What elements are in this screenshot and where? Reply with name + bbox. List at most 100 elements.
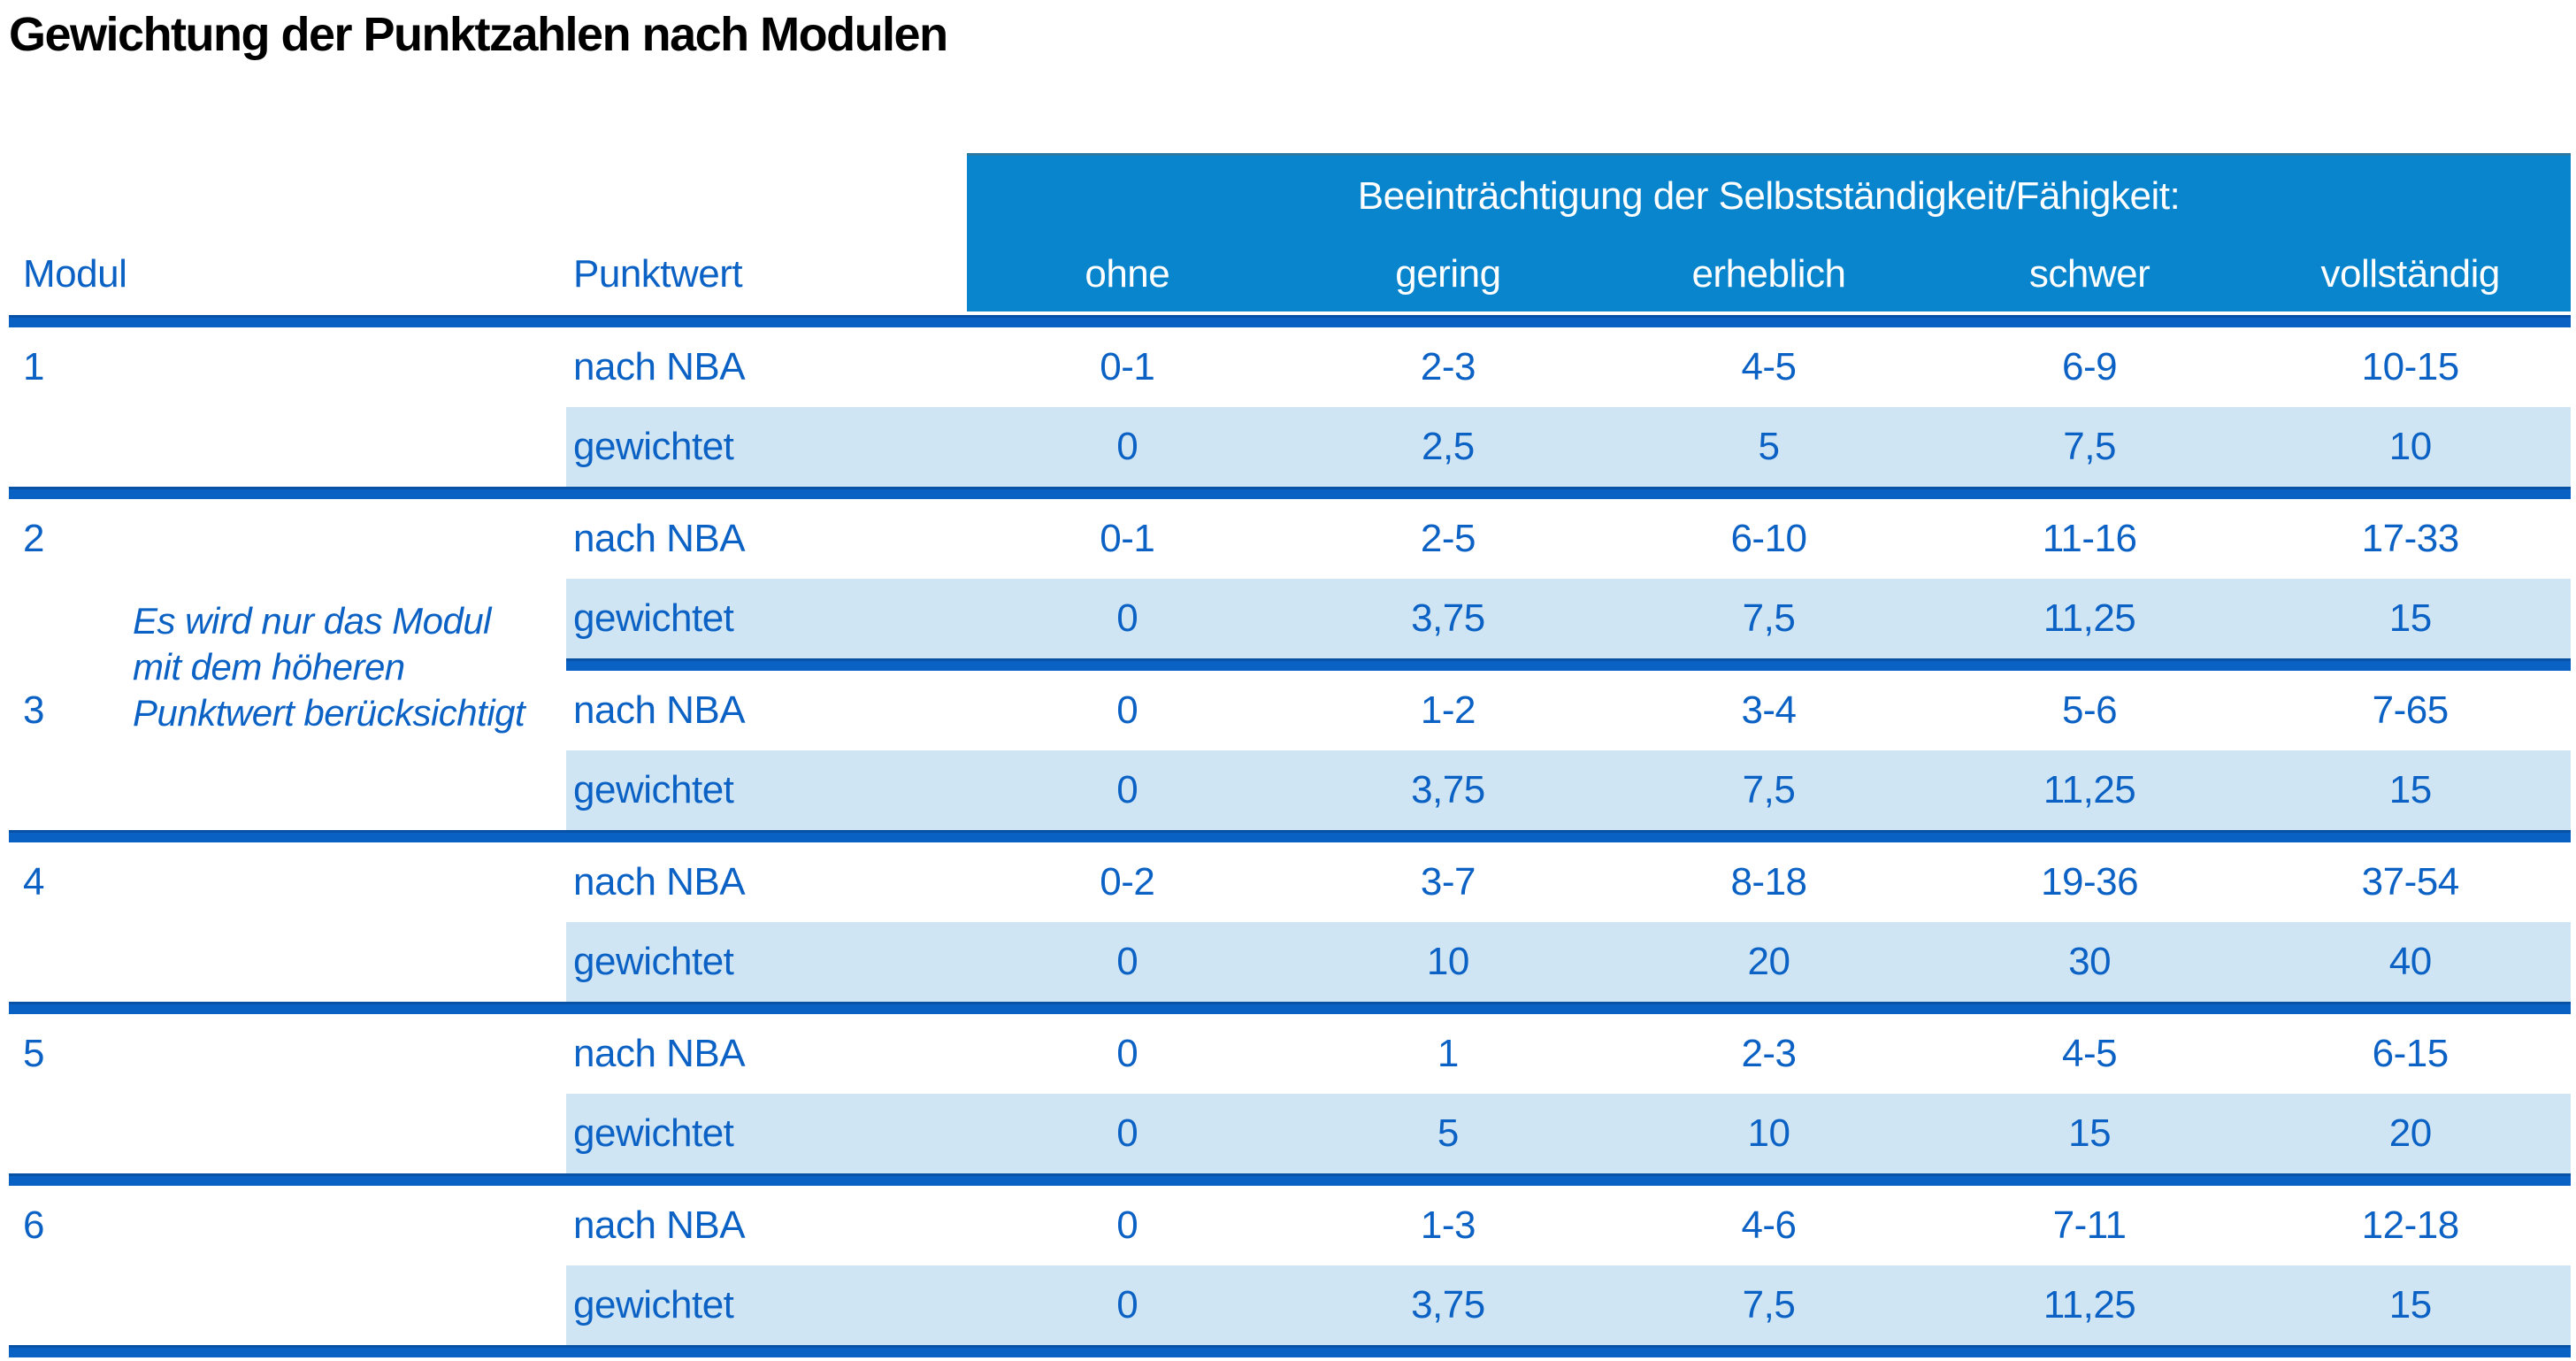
score-cell: 1 [1437,1032,1459,1075]
score-cell: 0-1 [1100,517,1155,560]
score-cell: 7-11 [2052,1203,2127,1247]
divider [9,315,2571,327]
score-cell: 1-2 [1420,688,1476,732]
score-cell: 0 [1116,1203,1138,1247]
row-label: nach NBA [573,345,746,388]
divider [9,1345,2571,1357]
score-cell: 4-6 [1741,1203,1797,1247]
score-cell: 5-6 [2062,688,2118,732]
score-cell: 6-10 [1730,517,1807,560]
score-cell: 7,5 [2063,425,2116,468]
module-number-cell [0,1094,566,1173]
table-row: 2 nach NBA 0-1 2-5 6-10 11-16 17-33 [0,499,2576,579]
score-values: 0-2 3-7 8-18 19-36 37-54 [967,842,2571,922]
module-number-cell: 1 [23,345,44,388]
score-cell: 19-36 [2041,860,2139,903]
score-cell: 0 [1116,940,1138,983]
score-cell: 11,25 [2043,768,2136,811]
score-cell: 8-18 [1730,860,1807,903]
score-cell: 6-9 [2062,345,2118,388]
score-cell: 15 [2388,768,2432,811]
score-cell: 4-5 [2062,1032,2118,1075]
column-header-erheblich: erheblich [1691,252,1846,296]
divider [566,658,2571,671]
table-body: 1 nach NBA 0-1 2-3 4-5 6-9 10-15 gewichtet 0 2,5 5… [0,327,2576,1357]
score-cell: 0-1 [1100,345,1155,388]
score-cell: 11,25 [2043,1283,2136,1326]
score-cell: 2-3 [1420,345,1476,388]
score-cell: 3,75 [1411,596,1485,640]
score-cell: 3-7 [1420,860,1476,903]
score-cell: 10 [1747,1111,1790,1155]
note-line: mit dem höheren [133,646,405,688]
score-cell: 6-15 [2372,1032,2450,1075]
score-cell: 3,75 [1411,768,1485,811]
score-values: 0 3,75 7,5 11,25 15 [967,750,2571,830]
column-header-schwer: schwer [2028,252,2150,296]
table-row: gewichtet 0 10 20 30 40 [0,922,2576,1002]
row-label: gewichtet [573,1111,734,1155]
severity-group-label: Beeinträchtigung der Selbstständigkeit/F… [1357,174,2181,218]
score-cell: 40 [2388,940,2432,983]
row-label: nach NBA [573,1203,746,1247]
score-cell: 17-33 [2361,517,2460,560]
score-cell: 12-18 [2361,1203,2460,1247]
score-values: 0 2,5 5 7,5 10 [967,407,2571,487]
score-cell: 0 [1116,688,1138,732]
table-header: Modul Punktwert Beeinträchtigung der Sel… [0,153,2576,311]
divider [9,830,2571,842]
row-label: gewichtet [573,1283,734,1326]
row-band: nach NBA 0 1 2-3 4-5 6-15 [566,1014,2571,1094]
row-label: nach NBA [573,1032,746,1075]
score-cell: 4-5 [1741,345,1797,388]
score-values: 0 5 10 15 20 [967,1094,2571,1173]
row-band: gewichtet 0 3,75 7,5 11,25 15 [566,750,2571,830]
module-2-3-note: Es wird nur das Modul mit dem höheren Pu… [133,598,575,736]
row-label: gewichtet [573,596,734,640]
module-number-cell [0,750,566,830]
score-cell: 2-5 [1420,517,1476,560]
table-row: gewichtet 0 3,75 7,5 11,25 15 [0,1265,2576,1345]
table-row: 6 nach NBA 0 1-3 4-6 7-11 12-18 [0,1186,2576,1265]
row-label: nach NBA [573,688,746,732]
score-values: 0 1-3 4-6 7-11 12-18 [967,1186,2571,1265]
row-band: gewichtet 0 3,75 7,5 11,25 15 [566,1265,2571,1345]
row-band: gewichtet 0 5 10 15 20 [566,1094,2571,1173]
module-number-cell: 4 [23,860,44,903]
note-line: Punktwert berücksichtigt [133,692,525,734]
score-cell: 0-2 [1100,860,1155,903]
score-cell: 3-4 [1741,688,1797,732]
score-values: 0-1 2-5 6-10 11-16 17-33 [967,499,2571,579]
score-cell: 5 [1437,1111,1459,1155]
table-row: gewichtet 0 3,75 7,5 11,25 15 [0,750,2576,830]
column-header-gering: gering [1395,252,1501,296]
table-row: gewichtet 0 3,75 7,5 11,25 15 [0,579,2576,658]
row-label: nach NBA [573,517,746,560]
module-number-cell [0,1265,566,1345]
score-cell: 30 [2068,940,2112,983]
row-band: gewichtet 0 3,75 7,5 11,25 15 [566,579,2571,658]
column-header-modul: Modul [23,252,127,296]
score-values: 0-1 2-3 4-5 6-9 10-15 [967,327,2571,407]
score-cell: 10 [1426,940,1469,983]
row-band: gewichtet 0 2,5 5 7,5 10 [566,407,2571,487]
row-label: nach NBA [573,860,746,903]
divider [9,1002,2571,1014]
score-values: 0 10 20 30 40 [967,922,2571,1002]
score-cell: 0 [1116,1032,1138,1075]
module-number-cell: 6 [23,1203,44,1247]
row-band: nach NBA 0-1 2-5 6-10 11-16 17-33 [566,499,2571,579]
score-cell: 11-16 [2042,517,2137,560]
score-cell: 7,5 [1742,768,1796,811]
divider [9,1173,2571,1186]
table-row: gewichtet 0 5 10 15 20 [0,1094,2576,1173]
score-cell: 20 [1747,940,1790,983]
score-cell: 0 [1116,596,1138,640]
severity-header-row: ohne gering erheblich schwer vollständig [967,237,2571,311]
column-header-punktwert: Punktwert [573,252,743,296]
table-row: 5 nach NBA 0 1 2-3 4-5 6-15 [0,1014,2576,1094]
row-band: nach NBA 0 1-2 3-4 5-6 7-65 [566,671,2571,750]
table-row: 1 nach NBA 0-1 2-3 4-5 6-9 10-15 [0,327,2576,407]
score-values: 0 1 2-3 4-5 6-15 [967,1014,2571,1094]
